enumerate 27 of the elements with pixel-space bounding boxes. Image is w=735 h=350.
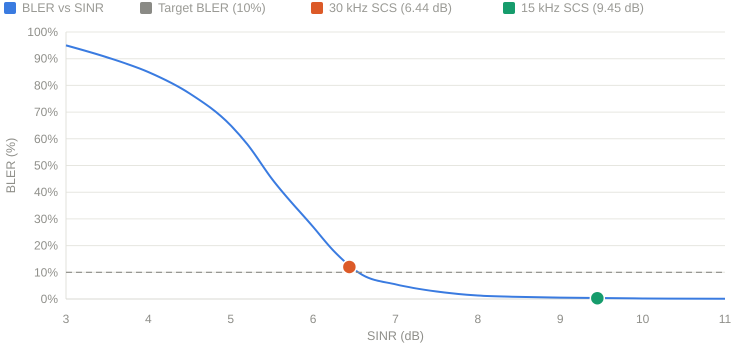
- y-tick-label: 40%: [34, 185, 58, 200]
- x-tick-label: 10: [636, 312, 650, 326]
- y-tick-label: 70%: [34, 105, 58, 120]
- legend-label: 15 kHz SCS (9.45 dB): [521, 1, 644, 15]
- legend-label: BLER vs SINR: [22, 1, 104, 15]
- x-tick-label: 9: [556, 312, 564, 326]
- y-tick-label: 20%: [34, 238, 58, 253]
- x-tick-label: 7: [392, 312, 400, 326]
- x-tick-label: 8: [474, 312, 482, 326]
- y-tick-label: 100%: [27, 25, 58, 39]
- x-tick-label: 4: [145, 312, 152, 326]
- y-tick-label: 80%: [34, 78, 58, 92]
- legend-label: 30 kHz SCS (6.44 dB): [329, 1, 452, 15]
- x-tick-label: 11: [718, 312, 732, 326]
- y-tick-label: 60%: [34, 132, 58, 146]
- y-tick-label: 10%: [34, 265, 58, 280]
- x-axis-title: SINR (dB): [367, 329, 424, 343]
- x-tick-label: 6: [310, 312, 317, 326]
- y-axis-title: BLER (%): [4, 138, 18, 194]
- legend-label: Target BLER (10%): [158, 1, 266, 15]
- x-tick-label: 3: [62, 312, 70, 326]
- y-tick-label: 90%: [34, 52, 58, 66]
- y-tick-label: 30%: [34, 212, 58, 226]
- y-tick-label: 0%: [40, 292, 58, 306]
- x-tick-label: 5: [227, 312, 234, 326]
- line-series: [65, 44, 726, 300]
- y-tick-label: 50%: [34, 158, 58, 172]
